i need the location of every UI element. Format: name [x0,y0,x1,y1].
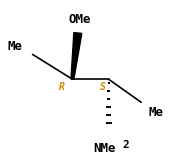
Text: 2: 2 [122,140,129,150]
Text: Me: Me [148,106,163,119]
Text: NMe: NMe [94,142,116,155]
Text: S: S [100,82,106,93]
Text: OMe: OMe [68,13,91,26]
Polygon shape [71,33,82,79]
Text: Me: Me [7,40,22,53]
Text: R: R [59,82,64,93]
